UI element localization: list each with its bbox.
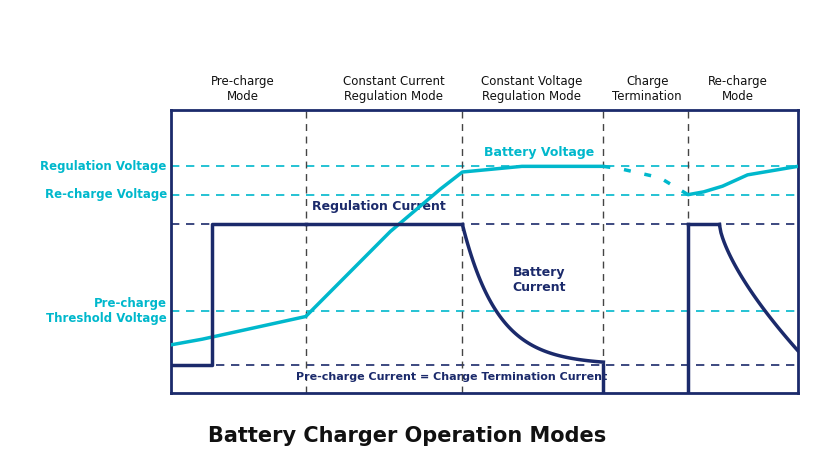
- Text: Pre-charge
Threshold Voltage: Pre-charge Threshold Voltage: [46, 297, 167, 325]
- Text: Constant Voltage
Regulation Mode: Constant Voltage Regulation Mode: [480, 75, 582, 103]
- Text: Pre-charge Current = Charge Termination Current: Pre-charge Current = Charge Termination …: [296, 372, 607, 382]
- Text: Battery
Current: Battery Current: [513, 266, 566, 294]
- Text: Charge
Termination: Charge Termination: [612, 75, 682, 103]
- Text: Regulation Voltage: Regulation Voltage: [41, 160, 167, 173]
- Text: Battery Charger Operation Modes: Battery Charger Operation Modes: [208, 425, 606, 446]
- Text: Battery Voltage: Battery Voltage: [484, 146, 594, 159]
- Text: Re-charge
Mode: Re-charge Mode: [708, 75, 768, 103]
- Text: Regulation Current: Regulation Current: [312, 200, 446, 213]
- Text: Constant Current
Regulation Mode: Constant Current Regulation Mode: [343, 75, 444, 103]
- Text: Pre-charge
Mode: Pre-charge Mode: [211, 75, 275, 103]
- Text: Re-charge Voltage: Re-charge Voltage: [45, 188, 167, 201]
